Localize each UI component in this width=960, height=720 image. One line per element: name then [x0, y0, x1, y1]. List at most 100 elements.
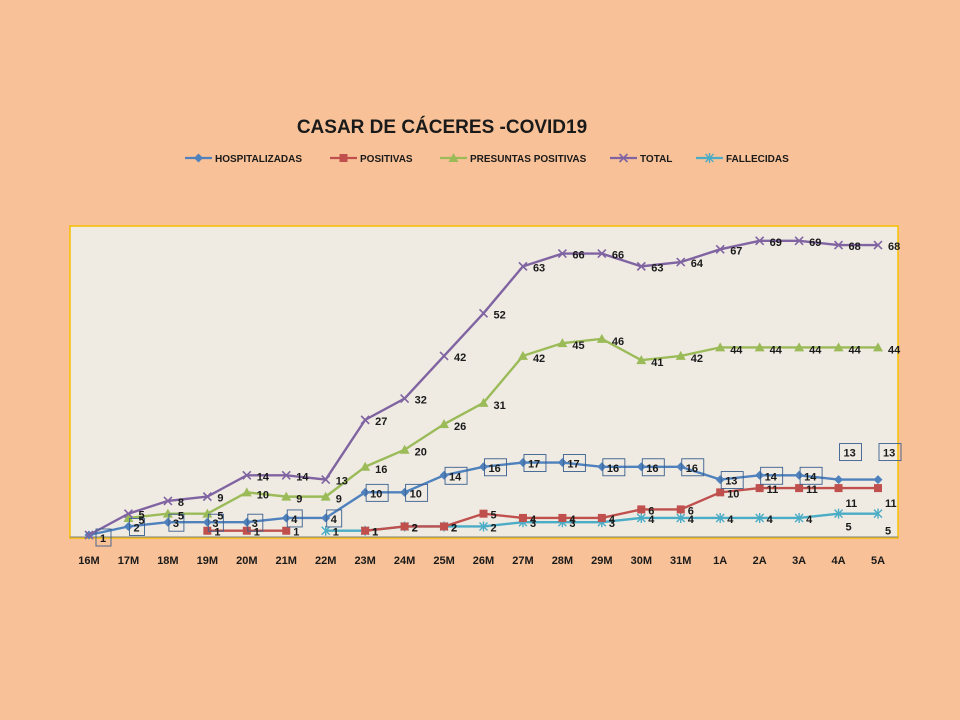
data-label: 2: [412, 522, 418, 534]
data-point: [795, 484, 804, 493]
data-label: 4: [727, 514, 734, 526]
data-label: 6: [688, 505, 694, 517]
data-label-box: [562, 454, 586, 472]
data-label: 32: [415, 395, 427, 407]
data-label: 16: [375, 464, 387, 476]
data-label: 17: [567, 459, 579, 471]
data-label: 14: [296, 471, 309, 483]
data-label-box: [365, 483, 389, 502]
data-point: [517, 350, 528, 360]
data-point: [400, 522, 409, 531]
data-point: [202, 492, 212, 502]
data-label: 3: [212, 518, 218, 530]
legend-label: HOSPITALIZADAS: [215, 154, 302, 165]
data-point: [242, 526, 251, 535]
data-label: 11: [885, 498, 897, 510]
data-label: 63: [651, 262, 663, 274]
data-label: 4: [331, 514, 338, 526]
data-point: [874, 484, 882, 493]
data-point: [597, 513, 606, 522]
data-point: [597, 249, 607, 259]
x-tick-label: 19M: [197, 555, 218, 567]
data-point: [557, 458, 567, 468]
data-point: [163, 496, 173, 506]
data-label: 44: [770, 344, 783, 356]
legend-item: TOTAL: [610, 153, 672, 165]
data-label: 27: [375, 416, 387, 428]
x-tick-label: 25M: [433, 555, 454, 567]
legend-label: FALLECIDAS: [726, 154, 789, 165]
data-label: 42: [533, 353, 545, 365]
data-point: [676, 257, 686, 267]
data-point: [675, 350, 686, 360]
data-label: 68: [888, 241, 900, 253]
data-point: [834, 508, 844, 519]
data-label: 3: [252, 518, 258, 530]
x-tick-label: 30M: [631, 555, 652, 567]
data-point: [123, 521, 133, 531]
data-point: [242, 517, 252, 527]
data-point: [84, 530, 94, 540]
data-label: 9: [336, 494, 342, 506]
data-label: 69: [770, 237, 782, 249]
data-label: 2: [451, 522, 457, 534]
data-label: 4: [806, 514, 813, 526]
data-label: 64: [691, 258, 704, 270]
data-label: 4: [648, 514, 655, 526]
data-label: 4: [609, 514, 616, 526]
data-point: [281, 491, 292, 501]
data-point: [479, 509, 488, 518]
x-tick-label: 26M: [473, 555, 494, 567]
series-line: [128, 337, 878, 520]
data-point: [320, 491, 331, 501]
data-label: 45: [572, 340, 584, 352]
data-label-box: [602, 458, 626, 477]
data-label: 41: [651, 357, 663, 369]
data-point: [479, 462, 488, 472]
data-label: 1: [293, 527, 299, 539]
data-label-box: [878, 443, 902, 462]
data-label: 8: [178, 497, 184, 509]
data-label: 3: [173, 518, 179, 530]
data-point: [202, 508, 213, 518]
data-label-box: [207, 513, 224, 532]
data-label-box: [641, 458, 665, 477]
data-point: [873, 475, 883, 485]
data-label-box: [799, 466, 823, 485]
data-label-box: [326, 509, 343, 528]
x-tick-label: 31M: [670, 555, 691, 567]
data-point: [518, 458, 528, 468]
data-label: 5: [138, 510, 144, 522]
data-label: 10: [257, 489, 269, 501]
x-tick-label: 5A: [871, 555, 885, 567]
data-point: [715, 244, 725, 254]
data-point: [636, 512, 646, 523]
x-axis: 16M 17M 18M 19M 20M 21M 22M 23M 24M 25M 26M 27M 28M 2…: [70, 536, 898, 567]
data-point: [281, 470, 291, 480]
data-point: [676, 505, 685, 514]
data-point: [596, 333, 607, 343]
data-label: 16: [686, 463, 698, 475]
data-point: [834, 475, 844, 485]
data-label: 66: [572, 250, 584, 262]
series-group: [84, 236, 883, 540]
data-label: 14: [804, 471, 817, 483]
data-label: 4: [530, 514, 537, 526]
data-point: [399, 444, 410, 454]
data-point: [755, 236, 765, 246]
x-tick-label: 23M: [354, 555, 375, 567]
data-point: [439, 351, 449, 361]
data-point: [794, 512, 804, 523]
data-label: 1: [254, 527, 260, 539]
data-point: [558, 513, 567, 522]
data-point: [637, 505, 646, 514]
data-label-box: [484, 458, 507, 477]
data-label: 3: [530, 518, 536, 530]
data-point: [794, 470, 804, 480]
data-point: [794, 236, 804, 246]
data-label: 26: [454, 421, 466, 433]
data-point: [123, 512, 134, 522]
data-label: 14: [765, 471, 778, 483]
series-presuntas-positivas: [123, 333, 883, 522]
data-label: 1: [372, 527, 378, 539]
